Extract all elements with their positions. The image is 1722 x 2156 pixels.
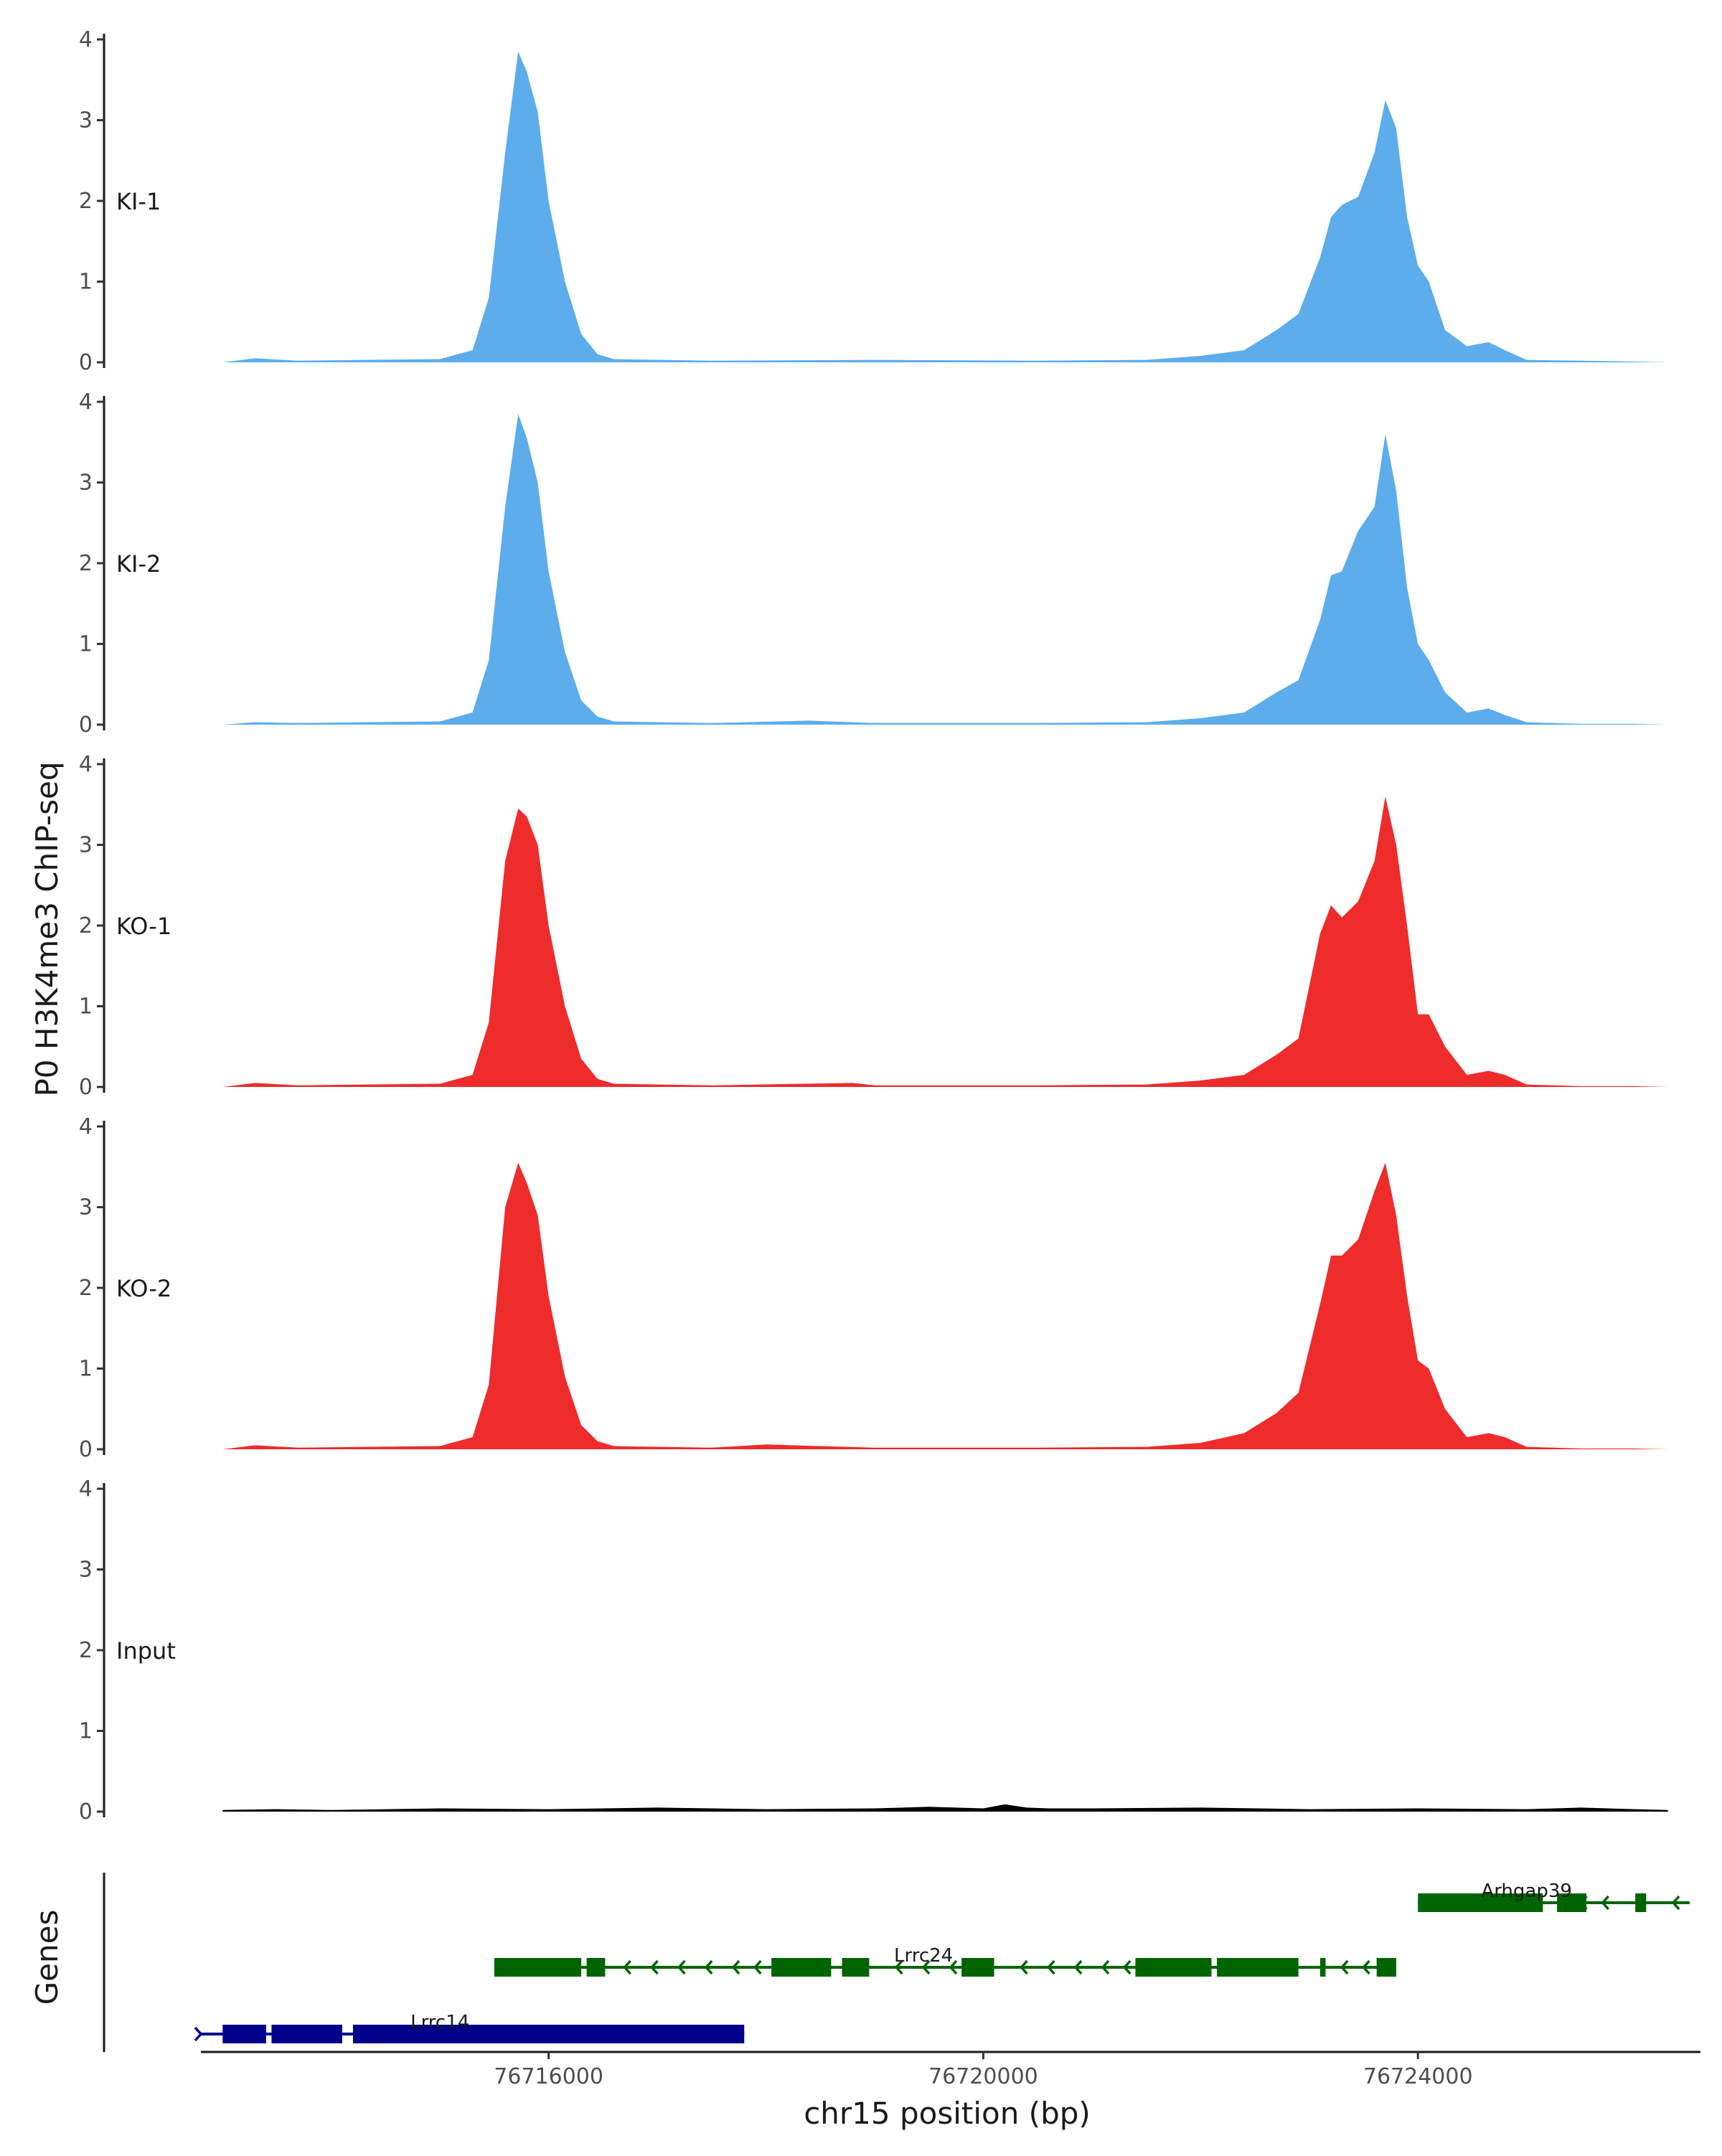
gene-exon — [1418, 1893, 1543, 1912]
y-tick-label: 3 — [79, 833, 93, 858]
gene-label: Lrrc14 — [410, 2012, 469, 2033]
strand-arrow — [1579, 1895, 1588, 1911]
y-axis-title: P0 H3K4me3 ChIP-seq — [29, 761, 65, 1096]
y-tick-label: 4 — [79, 752, 93, 777]
gene-exon — [353, 2025, 745, 2043]
y-tick-label: 2 — [79, 551, 93, 576]
track-label: KI-1 — [116, 188, 161, 215]
y-tick-label: 2 — [79, 913, 93, 938]
x-axis: 76716000 76720000 76724000 — [201, 2051, 1700, 2089]
track-ko-2: 0 1 2 3 4 KO-2 — [79, 1114, 1668, 1462]
gene-exon — [494, 1958, 582, 1977]
coverage-area-ko-2 — [222, 1162, 1668, 1449]
y-tick-label: 1 — [79, 1719, 93, 1744]
y-tick-label: 1 — [79, 1357, 93, 1382]
gene-exon — [1135, 1958, 1212, 1977]
genes-axis-title: Genes — [29, 1910, 65, 2005]
y-tick-label: 3 — [79, 108, 93, 133]
track-label: KI-2 — [116, 550, 161, 578]
y-tick-label: 4 — [79, 390, 93, 415]
strand-arrow — [677, 1959, 686, 1975]
y-tick-label: 1 — [79, 270, 93, 295]
gene-exon — [1319, 1958, 1326, 1977]
strand-arrow — [1362, 1959, 1370, 1975]
y-tick-label: 1 — [79, 632, 93, 657]
gene-exon — [586, 1958, 606, 1977]
strand-arrow — [1101, 1959, 1110, 1975]
strand-arrow — [623, 1959, 631, 1975]
track-label: KO-1 — [116, 913, 171, 940]
y-tick-label: 2 — [79, 1276, 93, 1301]
y-tick-label: 0 — [79, 1437, 93, 1462]
strand-arrow — [1601, 1895, 1610, 1911]
x-axis-title: chr15 position (bp) — [804, 2096, 1091, 2131]
strand-arrow — [1671, 1895, 1680, 1911]
track-label: Input — [116, 1637, 176, 1665]
y-tick-label: 3 — [79, 471, 93, 496]
gene-exon — [1217, 1958, 1299, 1977]
coverage-area-ki-1 — [222, 51, 1668, 363]
y-tick-label: 4 — [79, 27, 93, 52]
x-tick-label: 76720000 — [928, 2064, 1038, 2089]
coverage-area-input — [222, 1804, 1668, 1812]
strand-arrow — [894, 1959, 903, 1975]
gene-label: Arhgap39 — [1481, 1880, 1572, 1902]
y-tick-label: 1 — [79, 994, 93, 1020]
gene-label: Lrrc24 — [894, 1945, 953, 1967]
strand-arrow — [704, 1959, 713, 1975]
coverage-area-ki-2 — [222, 413, 1668, 725]
strand-arrow — [1046, 1959, 1055, 1975]
gene-exon — [222, 2025, 266, 2043]
strand-arrow — [194, 2026, 203, 2042]
y-tick-label: 3 — [79, 1195, 93, 1220]
gene-exon — [842, 1958, 870, 1977]
strand-arrow — [1020, 1959, 1028, 1975]
track-ki-2: 0 1 2 3 4 KI-2 — [79, 390, 1668, 738]
y-tick-label: 0 — [79, 712, 93, 738]
strand-arrow — [1122, 1959, 1131, 1975]
y-tick-label: 4 — [79, 1477, 93, 1502]
x-tick-label: 76716000 — [494, 2064, 603, 2089]
y-tick-label: 0 — [79, 1075, 93, 1100]
strand-arrow — [731, 1959, 740, 1975]
y-tick-label: 3 — [79, 1558, 93, 1583]
gene-exon — [1376, 1958, 1396, 1977]
strand-arrow — [921, 1959, 931, 1975]
genes-layer: Arhgap39 Lrrc24 Lrrc14 — [103, 1873, 1690, 2052]
coverage-area-ko-1 — [222, 796, 1668, 1087]
tracks-layer: 0 1 2 3 4 KI-1 0 1 2 3 4 KI-2 0 1 2 3 4 KO-1 0 1 2 3 4 KO-2 0 1 2 3… — [79, 27, 1668, 1825]
track-ki-1: 0 1 2 3 4 KI-1 — [79, 27, 1668, 375]
track-input: 0 1 2 3 4 Input — [79, 1477, 1668, 1825]
y-tick-label: 0 — [79, 350, 93, 375]
gene-exon — [961, 1958, 994, 1977]
gene-exon — [771, 1958, 832, 1977]
strand-arrow — [650, 1959, 659, 1975]
strand-arrow — [753, 1959, 762, 1975]
strand-arrow — [1073, 1959, 1083, 1975]
strand-arrow — [949, 1959, 958, 1975]
gene-lrrc14: Lrrc14 — [194, 2012, 745, 2043]
y-tick-label: 2 — [79, 1638, 93, 1663]
gene-exon — [271, 2025, 342, 2043]
gene-arhgap39: Arhgap39 — [1418, 1880, 1690, 1912]
track-ko-1: 0 1 2 3 4 KO-1 — [79, 752, 1668, 1100]
gene-exon — [1635, 1893, 1647, 1912]
y-tick-label: 2 — [79, 189, 93, 214]
track-label: KO-2 — [116, 1275, 171, 1302]
y-tick-label: 0 — [79, 1799, 93, 1825]
y-tick-label: 4 — [79, 1114, 93, 1139]
x-tick-label: 76724000 — [1363, 2064, 1473, 2089]
gene-lrrc24: Lrrc24 — [494, 1945, 1396, 1977]
strand-arrow — [1340, 1959, 1349, 1975]
